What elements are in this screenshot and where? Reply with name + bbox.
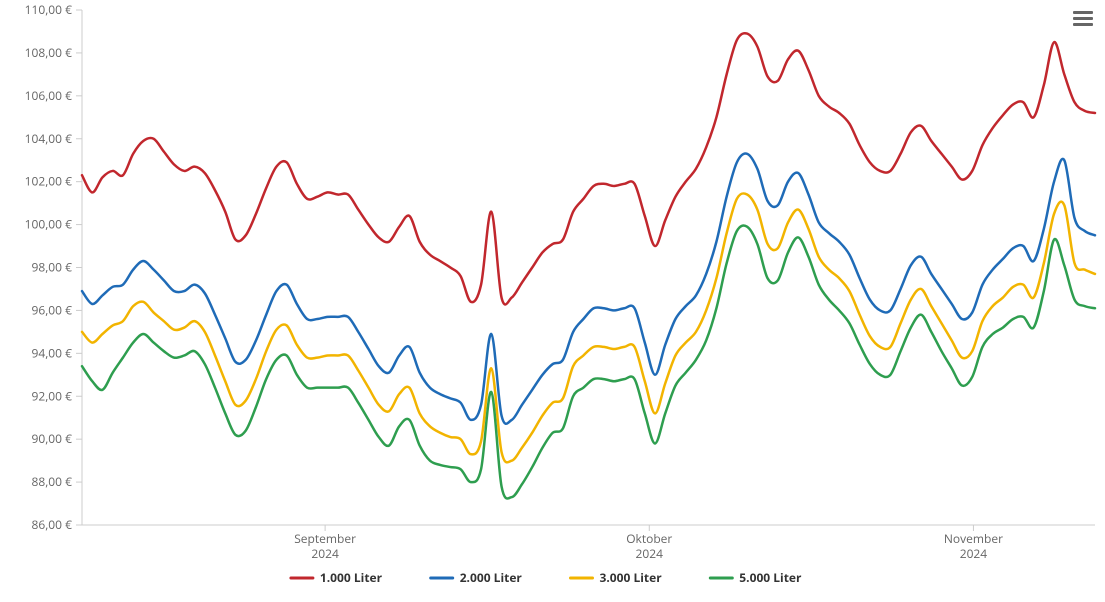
- series-line-3: [82, 226, 1095, 499]
- legend-item[interactable]: 1.000 Liter: [291, 569, 383, 586]
- hamburger-icon: [1073, 11, 1093, 14]
- y-axis-label: 92,00 €: [31, 387, 72, 404]
- series-line-0: [82, 33, 1095, 304]
- y-axis-label: 90,00 €: [31, 430, 72, 447]
- y-axis-label: 98,00 €: [31, 259, 72, 276]
- legend-item[interactable]: 2.000 Liter: [431, 569, 523, 586]
- chart-menu-button[interactable]: [1071, 6, 1095, 28]
- chart-canvas: 86,00 € 88,00 € 90,00 € 92,00 € 94,00 € 96,00…: [0, 0, 1105, 602]
- y-axis-label: 86,00 €: [31, 516, 72, 533]
- legend-label: 3.000 Liter: [600, 569, 663, 586]
- y-axis-label: 110,00 €: [25, 1, 73, 18]
- price-chart: 86,00 € 88,00 € 90,00 € 92,00 € 94,00 € 96,00…: [0, 0, 1105, 602]
- y-axis-label: 106,00 €: [25, 87, 73, 104]
- legend-label: 2.000 Liter: [460, 569, 523, 586]
- legend-item[interactable]: 5.000 Liter: [710, 569, 802, 586]
- x-axis-label-year: 2024: [960, 545, 988, 562]
- y-axis-label: 102,00 €: [25, 173, 73, 190]
- legend-label: 1.000 Liter: [320, 569, 383, 586]
- y-axis-label: 88,00 €: [31, 473, 72, 490]
- y-axis-label: 104,00 €: [25, 130, 73, 147]
- y-axis-label: 108,00 €: [25, 44, 73, 61]
- y-axis-label: 96,00 €: [31, 301, 72, 318]
- y-axis-label: 94,00 €: [31, 344, 72, 361]
- legend-item[interactable]: 3.000 Liter: [571, 569, 663, 586]
- legend-label: 5.000 Liter: [739, 569, 802, 586]
- y-axis-label: 100,00 €: [25, 216, 73, 233]
- x-axis-label-year: 2024: [636, 545, 664, 562]
- x-axis-label-year: 2024: [311, 545, 339, 562]
